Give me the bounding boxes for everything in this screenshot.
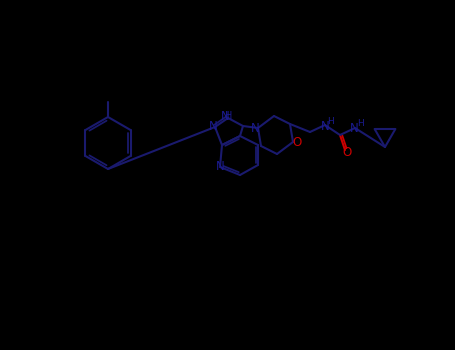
Text: H: H bbox=[328, 117, 334, 126]
Text: O: O bbox=[342, 146, 352, 159]
Text: H: H bbox=[358, 119, 364, 128]
Text: N: N bbox=[251, 121, 259, 134]
Text: N: N bbox=[221, 111, 229, 124]
Text: N: N bbox=[349, 121, 359, 134]
Text: O: O bbox=[293, 135, 302, 148]
Text: N: N bbox=[209, 120, 217, 133]
Text: N: N bbox=[321, 120, 329, 133]
Text: H: H bbox=[225, 111, 233, 121]
Text: N: N bbox=[216, 160, 224, 173]
